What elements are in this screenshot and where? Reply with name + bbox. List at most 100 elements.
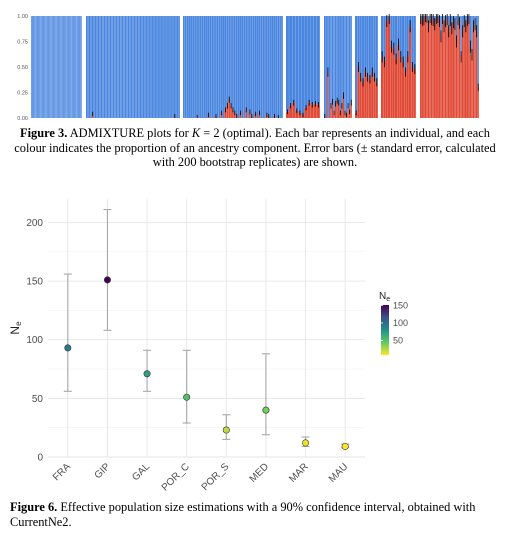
ne-y-axis-title: Ne [8, 321, 23, 335]
admixture-bar-component-2 [310, 104, 314, 118]
admixture-bar-component-1 [144, 16, 146, 118]
admixture-bars [31, 14, 479, 119]
ne-axis: 0 50 100 150 200 FRA GIP GAL POR_C POR_S MED MAR MAU… [8, 218, 350, 494]
admixture-bar-component-1 [165, 16, 167, 118]
admixture-bar-component-1 [90, 16, 92, 118]
admixture-bar-component-1 [62, 16, 64, 118]
admixture-bar-component-1 [375, 16, 378, 83]
ne-x-tick-label: GIP [93, 461, 113, 481]
admixture-bar-component-1 [31, 16, 32, 118]
admixture-bar-component-1 [46, 16, 47, 118]
admixture-bar-component-2 [359, 77, 362, 118]
admixture-bar-component-1 [51, 16, 52, 118]
admixture-bar-component-1 [334, 16, 337, 104]
admixture-bar-component-1 [273, 16, 276, 116]
admixture-bar-component-1 [64, 16, 66, 118]
admixture-bar-component-1 [172, 16, 174, 118]
figure-6-label: Figure 6. [10, 500, 58, 514]
admixture-bar-component-1 [166, 16, 168, 118]
admixture-bar-component-1 [347, 16, 349, 106]
admixture-bar-component-1 [106, 16, 109, 118]
admixture-bar-component-1 [198, 16, 200, 118]
admixture-bar-component-1 [154, 16, 156, 118]
admixture-bar-component-1 [36, 16, 38, 118]
admixture-bar-component-1 [330, 16, 332, 106]
admixture-bar-component-1 [150, 16, 152, 118]
admixture-bar-component-1 [52, 16, 54, 118]
admixture-bar-component-1 [233, 16, 236, 113]
admixture-bar-component-1 [201, 16, 204, 118]
admixture-bar-component-1 [73, 16, 75, 118]
admixture-bar-component-2 [424, 16, 427, 118]
ne-point [103, 276, 111, 284]
admixture-bar-component-1 [75, 16, 76, 118]
admixture-bar-component-1 [37, 16, 39, 118]
admixture-bar-component-1 [460, 16, 462, 57]
admixture-bar-component-1 [160, 16, 162, 118]
admixture-bar-component-1 [80, 16, 82, 118]
admixture-bar-component-1 [230, 16, 232, 106]
admixture-bar-component-2 [289, 105, 293, 118]
admixture-bar-component-1 [411, 16, 414, 67]
admixture-bar-component-1 [136, 16, 139, 118]
admixture-bar-component-1 [399, 16, 402, 57]
admixture-bar-component-1 [395, 16, 398, 59]
ne-x-tick-label: FRA [51, 461, 73, 483]
admixture-bar-component-2 [443, 26, 445, 119]
admixture-bar-component-1 [174, 16, 176, 116]
admixture-bar-component-1 [252, 16, 255, 118]
ne-plot: 0 50 100 150 200 FRA GIP GAL POR_C POR_S MED MAR MAU… [8, 199, 408, 494]
admixture-bar-component-1 [471, 16, 473, 55]
ne-grid [48, 199, 365, 458]
admixture-bar-component-1 [55, 16, 56, 118]
admixture-bar-component-1 [124, 16, 127, 118]
figure-3-label: Figure 3. [20, 126, 68, 140]
figure-6-caption-text: Effective population size estimations wi… [10, 500, 476, 529]
admixture-bar-component-1 [118, 16, 121, 118]
admixture-bar-component-2 [454, 24, 456, 118]
admixture-bar-component-1 [54, 16, 56, 118]
admixture-bar-component-1 [355, 16, 358, 113]
admixture-bar-component-2 [232, 109, 234, 118]
admixture-bar-component-1 [74, 16, 76, 118]
admixture-bar-component-1 [371, 16, 374, 73]
admixture-bar-component-1 [35, 16, 36, 118]
admixture-bar-component-2 [344, 112, 346, 118]
admixture-bar-component-1 [292, 16, 296, 103]
admixture-bar-component-1 [267, 16, 270, 116]
admixture-bar-component-1 [93, 16, 95, 118]
admixture-bar-component-1 [65, 16, 66, 118]
admixture-bar-component-1 [469, 16, 472, 47]
ne-y-tick-label: 150 [26, 277, 43, 288]
admixture-bar-component-1 [56, 16, 57, 118]
admixture-bar-component-1 [133, 16, 136, 118]
admixture-bar-component-1 [60, 16, 61, 118]
admixture-bar-component-2 [420, 18, 422, 118]
admixture-bar-component-1 [295, 16, 299, 111]
admixture-bar-component-1 [224, 16, 227, 110]
admixture-bar-component-2 [406, 56, 409, 118]
admixture-bar-component-1 [241, 16, 244, 118]
admixture-bar-component-1 [316, 16, 320, 105]
admixture-bar-component-1 [190, 16, 193, 118]
admixture-bar-component-1 [281, 16, 283, 118]
admixture-bar-component-1 [341, 16, 343, 106]
admixture-bar-component-1 [324, 16, 326, 116]
figure-6-caption: Figure 6. Effective population size esti… [10, 500, 502, 529]
admixture-bar-component-1 [216, 16, 219, 118]
admixture-bar-component-1 [171, 16, 173, 118]
admixture-bar-component-2 [371, 72, 374, 118]
admixture-bar-component-1 [31, 16, 33, 118]
ne-x-tick-label: POR_S [200, 461, 232, 493]
admixture-bar-component-2 [249, 111, 251, 118]
admixture-bar-component-1 [339, 16, 341, 113]
admixture-bar-component-1 [307, 16, 311, 103]
admixture-bar-component-1 [88, 16, 91, 118]
admixture-bar-component-1 [53, 16, 55, 118]
admixture-bar-component-1 [207, 16, 210, 115]
admixture-bar-component-2 [458, 23, 461, 118]
admixture-bar-component-2 [336, 100, 338, 118]
admixture-bar-component-2 [423, 19, 425, 119]
admixture-bar-component-1 [71, 16, 73, 118]
admixture-bar-component-1 [447, 16, 450, 32]
